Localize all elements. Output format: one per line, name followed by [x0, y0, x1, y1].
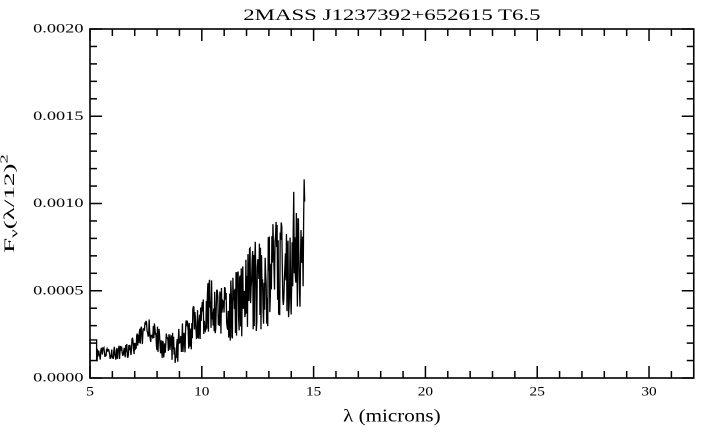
svg-text:Fν(λ/12)2: Fν(λ/12)2	[0, 154, 20, 253]
svg-text:10: 10	[194, 385, 209, 399]
svg-text:20: 20	[418, 385, 433, 399]
svg-text:30: 30	[641, 385, 656, 399]
svg-text:0.0000: 0.0000	[33, 371, 83, 385]
svg-text:25: 25	[530, 385, 545, 399]
svg-text:2MASS J1237392+652615 T6.5: 2MASS J1237392+652615 T6.5	[243, 7, 541, 24]
svg-text:λ (microns): λ (microns)	[343, 406, 441, 426]
svg-text:15: 15	[306, 385, 321, 399]
svg-text:0.0010: 0.0010	[33, 196, 83, 210]
svg-text:5: 5	[86, 385, 94, 399]
svg-text:0.0020: 0.0020	[33, 22, 83, 36]
svg-text:0.0015: 0.0015	[33, 109, 83, 123]
svg-text:0.0005: 0.0005	[33, 283, 83, 297]
